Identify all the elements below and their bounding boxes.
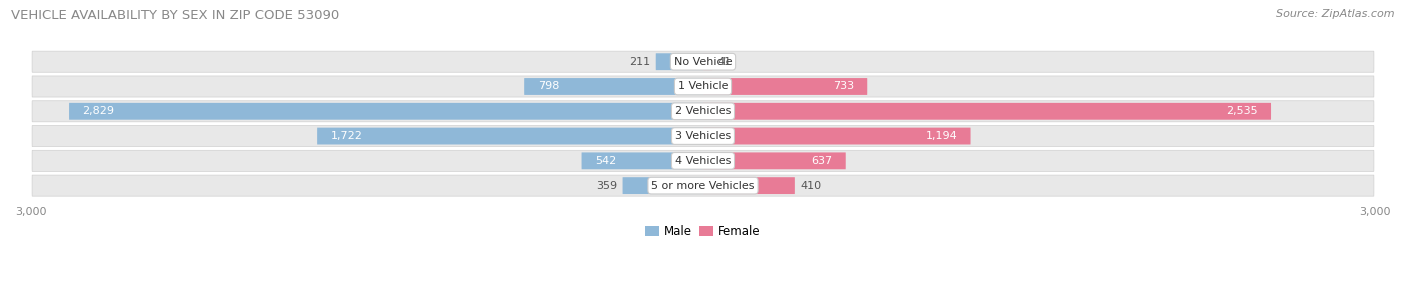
FancyBboxPatch shape bbox=[524, 78, 703, 95]
FancyBboxPatch shape bbox=[703, 128, 970, 144]
FancyBboxPatch shape bbox=[318, 128, 703, 144]
Text: 1,722: 1,722 bbox=[330, 131, 363, 141]
FancyBboxPatch shape bbox=[32, 150, 1374, 171]
FancyBboxPatch shape bbox=[703, 177, 794, 194]
FancyBboxPatch shape bbox=[32, 76, 1374, 97]
Text: 211: 211 bbox=[628, 57, 650, 67]
Text: 3 Vehicles: 3 Vehicles bbox=[675, 131, 731, 141]
FancyBboxPatch shape bbox=[32, 125, 1374, 147]
Text: 359: 359 bbox=[596, 181, 617, 191]
Text: 1,194: 1,194 bbox=[925, 131, 957, 141]
FancyBboxPatch shape bbox=[703, 152, 846, 169]
Text: 2 Vehicles: 2 Vehicles bbox=[675, 106, 731, 116]
Text: 1 Vehicle: 1 Vehicle bbox=[678, 81, 728, 91]
FancyBboxPatch shape bbox=[32, 101, 1374, 122]
Legend: Male, Female: Male, Female bbox=[641, 220, 765, 243]
FancyBboxPatch shape bbox=[32, 175, 1374, 196]
FancyBboxPatch shape bbox=[623, 177, 703, 194]
Text: No Vehicle: No Vehicle bbox=[673, 57, 733, 67]
Text: 5 or more Vehicles: 5 or more Vehicles bbox=[651, 181, 755, 191]
FancyBboxPatch shape bbox=[655, 53, 703, 70]
FancyBboxPatch shape bbox=[582, 152, 703, 169]
Text: 4 Vehicles: 4 Vehicles bbox=[675, 156, 731, 166]
Text: 41: 41 bbox=[718, 57, 733, 67]
FancyBboxPatch shape bbox=[69, 103, 703, 120]
FancyBboxPatch shape bbox=[703, 53, 713, 70]
Text: 637: 637 bbox=[811, 156, 832, 166]
Text: 542: 542 bbox=[595, 156, 616, 166]
Text: 2,535: 2,535 bbox=[1226, 106, 1257, 116]
FancyBboxPatch shape bbox=[703, 103, 1271, 120]
Text: Source: ZipAtlas.com: Source: ZipAtlas.com bbox=[1277, 9, 1395, 19]
Text: 798: 798 bbox=[537, 81, 560, 91]
Text: 410: 410 bbox=[800, 181, 821, 191]
FancyBboxPatch shape bbox=[703, 78, 868, 95]
FancyBboxPatch shape bbox=[32, 51, 1374, 72]
Text: VEHICLE AVAILABILITY BY SEX IN ZIP CODE 53090: VEHICLE AVAILABILITY BY SEX IN ZIP CODE … bbox=[11, 9, 339, 22]
Text: 2,829: 2,829 bbox=[83, 106, 114, 116]
Text: 733: 733 bbox=[832, 81, 853, 91]
